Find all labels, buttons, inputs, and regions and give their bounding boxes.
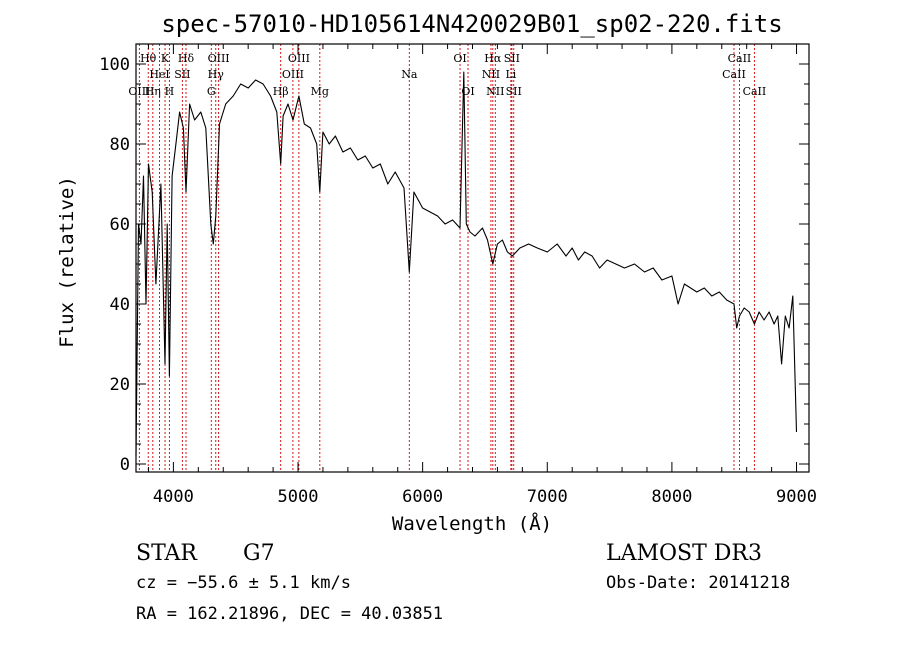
line-label: NII [486,85,504,98]
y-tick-label: 60 [110,215,130,235]
y-tick-label: 40 [110,295,130,315]
line-label: Hβ [273,85,289,98]
line-label: CaII [722,68,746,81]
line-label: OIII [282,68,304,81]
line-label: Hα [484,52,502,65]
x-tick-label: 8000 [651,487,692,507]
x-tick-label: 9000 [776,487,817,507]
y-tick-label: 80 [110,135,130,155]
line-label: Mg [311,85,329,98]
line-label: Hγ [208,68,225,81]
survey-name: LAMOST DR3 [606,541,762,566]
line-label: OI [453,52,466,65]
line-label: Hδ [178,52,195,65]
x-tick-label: 6000 [402,487,443,507]
line-label: NII [482,68,500,81]
emission-line-markers [138,44,755,472]
y-axis-label: Flux (relative) [56,176,78,348]
line-label: CaII [743,85,767,98]
y-tick-label: 0 [120,455,130,475]
chart-title: spec-57010-HD105614N420029B01_sp02-220.f… [161,10,782,38]
ra-dec-coordinates: RA = 162.21896, DEC = 40.03851 [136,604,443,624]
line-label: Hθ [140,52,157,65]
y-tick-label: 20 [110,375,130,395]
spectral-subclass: G7 [243,541,275,566]
line-label: K [161,52,170,65]
line-label: SII [174,68,190,81]
redshift-cz: cz = −55.6 ± 5.1 km/s [136,573,351,593]
spectrum-line-spectrum [135,71,798,457]
spectrum-series [135,71,798,457]
line-label: OIII [288,52,310,65]
line-label: OIII [208,52,230,65]
x-axis-ticks: 4000 5000 6000 7000 8000 9000 [147,44,817,507]
line-label: OIII [128,85,150,98]
y-tick-label: 100 [99,55,130,75]
line-label: Na [401,68,418,81]
observation-date: Obs-Date: 20141218 [606,573,790,593]
line-label: CaII [728,52,752,65]
line-label: Hη [145,85,161,98]
line-label: SII [504,52,520,65]
y-axis-ticks: 0 20 40 60 80 100 [99,55,809,475]
plot-frame [135,43,810,473]
line-label: HeI [149,68,169,81]
x-tick-label: 4000 [153,487,194,507]
x-axis-label: Wavelength (Å) [392,512,552,535]
x-tick-label: 7000 [527,487,568,507]
x-tick-label: 5000 [278,487,319,507]
line-label: Li [505,68,516,81]
object-class: STAR [136,541,198,566]
line-label: G [207,85,216,98]
line-label: H [165,85,175,98]
line-label: SII [506,85,522,98]
